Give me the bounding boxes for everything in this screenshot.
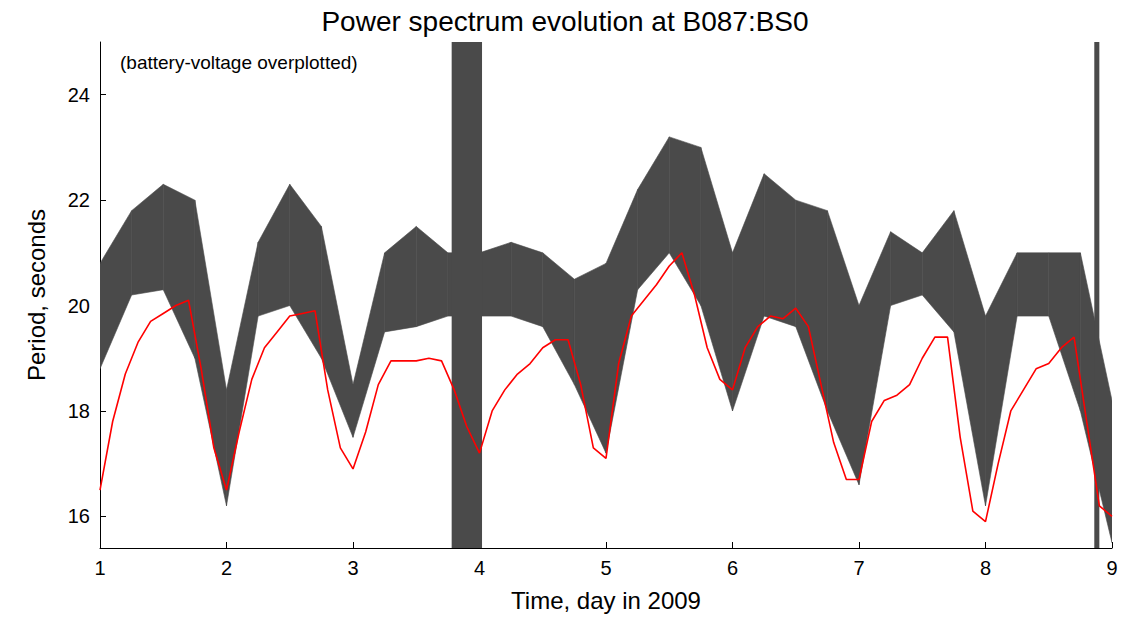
svg-text:2: 2 <box>221 557 232 579</box>
svg-text:8: 8 <box>980 557 991 579</box>
svg-text:6: 6 <box>727 557 738 579</box>
svg-text:16: 16 <box>68 505 90 527</box>
svg-text:20: 20 <box>68 295 90 317</box>
svg-text:(battery-voltage overplotted): (battery-voltage overplotted) <box>120 52 358 73</box>
svg-text:22: 22 <box>68 189 90 211</box>
svg-text:3: 3 <box>347 557 358 579</box>
svg-text:Time, day in 2009: Time, day in 2009 <box>511 587 701 614</box>
svg-text:24: 24 <box>68 84 90 106</box>
svg-text:9: 9 <box>1106 557 1117 579</box>
svg-text:Power spectrum evolution at B0: Power spectrum evolution at B087:BS0 <box>321 6 808 37</box>
svg-text:Period, seconds: Period, seconds <box>23 209 50 381</box>
svg-text:5: 5 <box>600 557 611 579</box>
svg-text:4: 4 <box>474 557 485 579</box>
svg-text:1: 1 <box>94 557 105 579</box>
svg-text:18: 18 <box>68 400 90 422</box>
svg-text:7: 7 <box>853 557 864 579</box>
